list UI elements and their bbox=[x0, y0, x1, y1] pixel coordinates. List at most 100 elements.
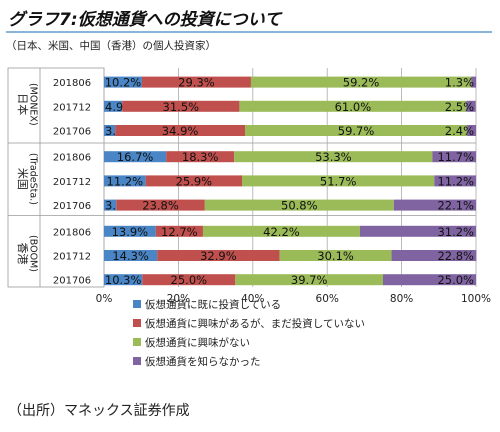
source-note: （出所）マネックス証券作成 bbox=[8, 403, 190, 419]
bar-segment bbox=[242, 175, 435, 187]
data-label: 11.7% bbox=[437, 150, 474, 164]
bar-segment bbox=[467, 125, 476, 136]
bar-segment bbox=[141, 76, 251, 88]
bar-segment bbox=[104, 199, 117, 211]
bar-segment bbox=[104, 175, 146, 187]
group-label: 日本 bbox=[16, 93, 30, 115]
data-label: 34.9% bbox=[162, 124, 199, 138]
legend-label: 仮想通貨に既に投資している bbox=[145, 298, 281, 311]
data-label: 10.2% bbox=[105, 76, 142, 90]
title-divider bbox=[6, 31, 492, 33]
bar-segment bbox=[104, 225, 156, 237]
data-label: 30.1% bbox=[317, 249, 354, 263]
legend-label: 仮想通貨に興味がない bbox=[145, 336, 250, 349]
x-tick-label: 80% bbox=[390, 293, 413, 305]
data-label: 10.3% bbox=[105, 273, 142, 287]
data-label: 23.8% bbox=[142, 199, 179, 213]
data-label: 53.3% bbox=[315, 150, 352, 164]
legend-label: 仮想通貨に興味があるが、まだ投資していない bbox=[145, 317, 365, 330]
bar-segment bbox=[155, 225, 203, 237]
row-category-label: 201806 bbox=[53, 78, 91, 89]
row-category-label: 201806 bbox=[53, 227, 91, 238]
group-sublabel: (BOOM) bbox=[28, 235, 39, 272]
bar-segment bbox=[116, 199, 205, 211]
row-category-label: 201712 bbox=[53, 102, 91, 113]
data-label: 39.7% bbox=[291, 273, 328, 287]
chart-title: グラフ7:仮想通貨への投資について bbox=[8, 10, 282, 30]
group-sublabel: (TradeSta.) bbox=[28, 153, 39, 205]
chart-subtitle: （日本、米国、中国（香港）の個人投資家） bbox=[6, 40, 216, 52]
data-label: 25.0% bbox=[171, 273, 208, 287]
bar-segment bbox=[104, 250, 158, 261]
row-category-label: 201706 bbox=[53, 127, 91, 138]
bar-segment bbox=[157, 250, 280, 261]
data-label: 29.3% bbox=[178, 76, 215, 90]
group-sublabel: (MONEX) bbox=[28, 83, 39, 126]
legend-label: 仮想通貨を知らなかった bbox=[145, 355, 261, 368]
legend-swatch bbox=[133, 338, 141, 346]
bar-segment bbox=[104, 274, 143, 286]
stacked-bar-chart: 0% 20% 40% 60% 80% 100% 日本(MONEX) 201806 10.2% 29… bbox=[7, 67, 491, 368]
data-label: 31.2% bbox=[437, 225, 474, 239]
data-label: 50.8% bbox=[281, 199, 318, 213]
x-tick-label: 60% bbox=[316, 293, 339, 305]
data-label: 14.3% bbox=[112, 249, 149, 263]
row-category-label: 201712 bbox=[53, 252, 91, 263]
bar-segment bbox=[471, 76, 476, 88]
data-label: 51.7% bbox=[320, 174, 357, 188]
data-label: 22.1% bbox=[437, 199, 474, 213]
bar-segment bbox=[434, 175, 476, 187]
row-category-label: 201712 bbox=[53, 177, 91, 188]
bar-segment bbox=[166, 151, 235, 163]
data-label: 13.9% bbox=[112, 225, 149, 239]
bar-segment bbox=[244, 125, 468, 136]
bar-segment bbox=[104, 125, 116, 136]
bar-segment bbox=[432, 151, 476, 163]
bar-segment bbox=[234, 151, 433, 163]
bar-segment bbox=[115, 125, 245, 136]
bar-segment bbox=[204, 199, 394, 211]
data-label: 32.9% bbox=[200, 249, 237, 263]
bar-segment bbox=[235, 274, 383, 286]
data-label: 59.7% bbox=[338, 124, 375, 138]
group-label: 香港 bbox=[16, 243, 29, 265]
row-category-label: 201806 bbox=[53, 153, 91, 164]
data-label: 25.9% bbox=[176, 174, 213, 188]
bar-segment bbox=[279, 250, 392, 261]
row-category-label: 201706 bbox=[53, 276, 91, 287]
bar-segment bbox=[383, 274, 476, 286]
bar-segment bbox=[250, 76, 472, 88]
data-label: 16.7% bbox=[117, 150, 154, 164]
data-label: 2.4% bbox=[445, 124, 474, 138]
data-label: 22.8% bbox=[437, 249, 474, 263]
data-label: 11.2% bbox=[437, 174, 474, 188]
data-label: 1.3% bbox=[445, 76, 474, 90]
data-label: 61.0% bbox=[335, 100, 372, 114]
bar-segment bbox=[142, 274, 236, 286]
bar-segment bbox=[391, 250, 477, 261]
x-tick-label: 20% bbox=[167, 293, 190, 305]
bar-segment bbox=[104, 151, 167, 163]
legend-swatch bbox=[133, 300, 141, 308]
bar-segment bbox=[466, 100, 476, 112]
data-label: 25.0% bbox=[437, 273, 474, 287]
data-label: 31.5% bbox=[163, 100, 200, 114]
legend-swatch bbox=[133, 319, 141, 327]
data-label: 42.2% bbox=[263, 225, 300, 239]
data-label: 59.2% bbox=[343, 76, 380, 90]
bar-segment bbox=[145, 175, 243, 187]
bar-segment bbox=[202, 225, 360, 237]
bar-segment bbox=[359, 225, 476, 237]
row-category-label: 201706 bbox=[53, 201, 91, 212]
bar-segment bbox=[104, 100, 123, 112]
bar-segment bbox=[393, 199, 476, 211]
data-label: 18.3% bbox=[182, 150, 219, 164]
data-label: 2.5% bbox=[445, 100, 474, 114]
data-label: 11.2% bbox=[107, 174, 144, 188]
x-tick-label: 100% bbox=[461, 293, 491, 305]
bar-segment bbox=[122, 100, 240, 112]
group-label: 米国 bbox=[16, 168, 29, 190]
bar-segment bbox=[104, 76, 142, 88]
x-tick-label: 40% bbox=[241, 293, 264, 305]
x-tick-label: 0% bbox=[96, 293, 113, 305]
